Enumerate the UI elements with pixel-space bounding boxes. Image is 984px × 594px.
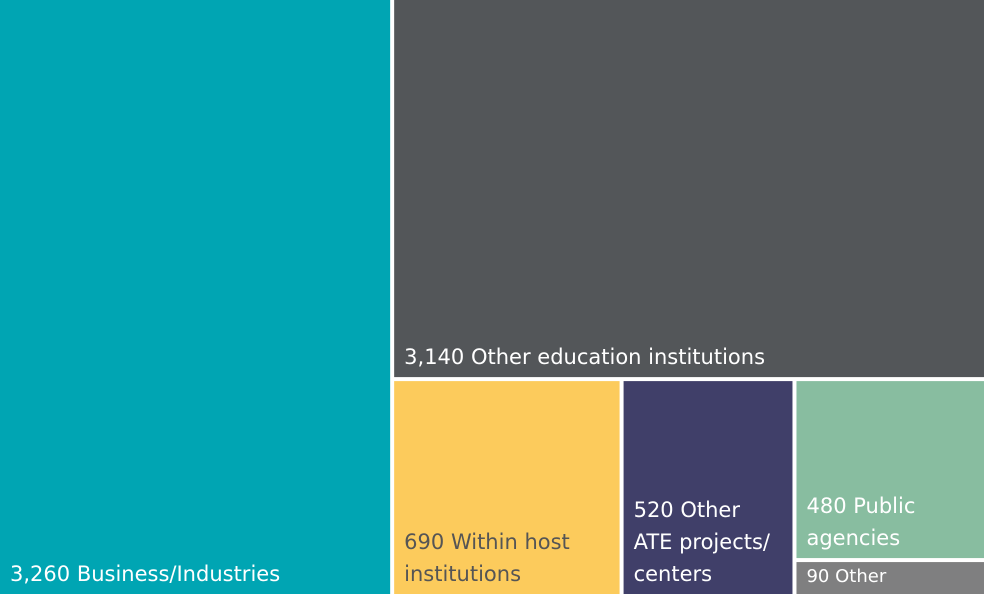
tile xyxy=(394,0,984,378)
category-label: Other ATE projects/ centers xyxy=(633,497,770,586)
value-label: 90 xyxy=(806,566,830,588)
category-label: Other xyxy=(835,566,887,588)
category-label: Business/Industries xyxy=(76,562,281,586)
tile-label: 690 Within host institutions xyxy=(394,381,619,594)
tile xyxy=(623,381,793,594)
category-label: Within host institutions xyxy=(404,529,570,586)
label-box: 90 Other xyxy=(796,562,984,594)
tile xyxy=(796,562,984,594)
tile-label: 90 Other xyxy=(796,562,984,594)
tile xyxy=(394,381,620,594)
label-text: 3,260 Business/Industries xyxy=(10,558,382,590)
label-text: 690 Within host institutions xyxy=(404,526,611,590)
tile xyxy=(0,0,391,594)
value-label: 480 xyxy=(806,494,847,519)
label-text: 90 Other xyxy=(806,566,976,588)
tile-label: 3,260 Business/Industries xyxy=(0,0,390,594)
tile xyxy=(796,381,984,559)
label-box: 3,260 Business/Industries xyxy=(0,0,390,594)
category-label: Other education institutions xyxy=(470,345,766,370)
label-box: 3,140 Other education institutions xyxy=(394,0,984,377)
label-box: 690 Within host institutions xyxy=(394,381,619,594)
value-label: 520 xyxy=(633,497,674,522)
tile-label: 520 Other ATE projects/ centers xyxy=(624,381,793,594)
label-box: 520 Other ATE projects/ centers xyxy=(624,381,793,594)
tile-label: 480 Public agencies xyxy=(796,381,984,558)
label-text: 3,140 Other education institutions xyxy=(404,341,976,373)
label-box: 480 Public agencies xyxy=(796,381,984,558)
value-label: 690 xyxy=(404,529,445,554)
label-text: 520 Other ATE projects/ centers xyxy=(634,494,785,590)
value-label: 3,260 xyxy=(10,562,71,586)
category-label: Public agencies xyxy=(806,494,916,551)
label-text: 480 Public agencies xyxy=(806,490,976,554)
value-label: 3,140 xyxy=(404,345,465,370)
tile-label: 3,140 Other education institutions xyxy=(394,0,984,377)
